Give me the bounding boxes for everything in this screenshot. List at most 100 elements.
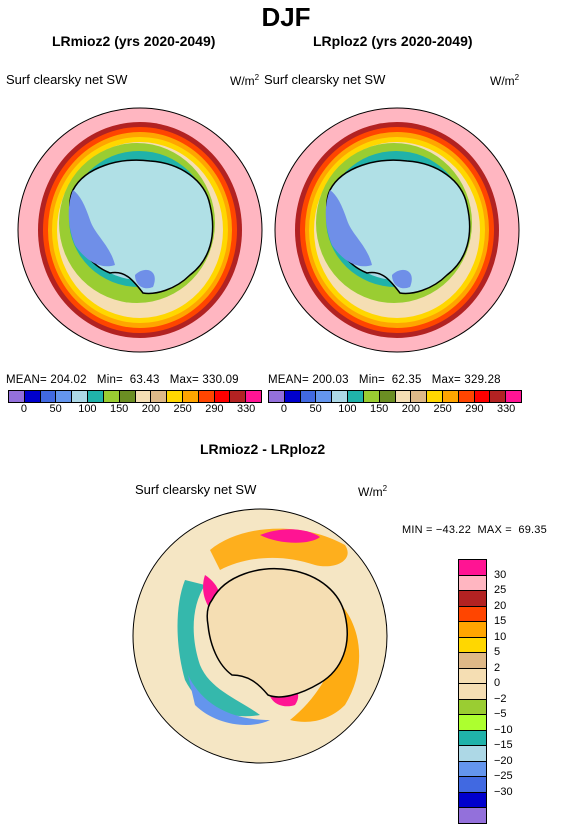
colorbar-ticks: 0 50 100 150 200 250 290 330: [8, 403, 262, 417]
colorbar-swatch: [363, 391, 380, 402]
colorbar-tick-label: 250: [433, 403, 452, 415]
panel2-stats: MEAN= 200.03 Min= 62.35 Max= 329.28: [268, 374, 501, 386]
colorbar-swatch: [246, 391, 261, 402]
ross-region: [68, 190, 115, 267]
diff-colorbar-swatch: [459, 792, 486, 808]
colorbar-swatch: [474, 391, 491, 402]
diff-colorbar-label: 30: [494, 568, 507, 581]
colorbar-tick-label: 200: [141, 403, 161, 415]
ross-region: [325, 190, 372, 267]
colorbar-swatch: [379, 391, 396, 402]
colorbar-swatch: [214, 391, 231, 402]
panel2-map: [274, 107, 520, 353]
colorbar-swatch: [348, 391, 364, 402]
panel1-unit: W/m2: [230, 73, 260, 88]
colorbar-swatch: [119, 391, 136, 402]
colorbar-tick-label: 150: [369, 403, 389, 415]
colorbar-tick-label: 330: [236, 403, 256, 415]
colorbar-swatches: [8, 390, 262, 403]
diff-colorbar-label: −10: [494, 723, 513, 736]
diff-colorbar-label: 0: [494, 677, 501, 689]
panel2-unit: W/m2: [490, 73, 520, 88]
colorbar-swatch: [427, 391, 443, 402]
colorbar-swatch: [135, 391, 152, 402]
colorbar-swatch: [316, 391, 333, 402]
diff-colorbar-swatch: [459, 777, 486, 793]
diff-colorbar-label: 25: [494, 584, 507, 596]
diff-antarctica-land: [206, 568, 348, 698]
figure-title: DJF: [261, 2, 311, 32]
diff-colorbar-swatch: [459, 684, 486, 700]
diff-unit: W/m2: [358, 484, 388, 499]
diff-colorbar-swatch: [459, 730, 486, 746]
diff-colorbar: [458, 559, 487, 824]
colorbar-swatch: [24, 391, 41, 402]
diff-colorbar-swatch: [459, 761, 486, 777]
panel2-variable: Surf clearsky net SW: [264, 72, 386, 87]
panel1-stats: MEAN= 204.02 Min= 63.43 Max= 330.09: [6, 374, 239, 386]
diff-colorbar-swatch: [459, 606, 486, 622]
panel1-colorbar: 0 50 100 150 200 250 290 330: [8, 390, 262, 417]
colorbar-swatch: [506, 391, 521, 402]
colorbar-tick-label: 0: [20, 403, 27, 415]
colorbar-tick-label: 0: [280, 403, 287, 415]
colorbar-swatch: [442, 391, 459, 402]
panel2-title: LRploz2 (yrs 2020-2049): [313, 33, 473, 49]
diff-colorbar-swatch: [459, 622, 486, 638]
panel2-map-fill: [274, 107, 520, 353]
panel1-variable: Surf clearsky net SW: [6, 72, 128, 87]
colorbar-swatch: [103, 391, 120, 402]
anomaly-north-pink: [260, 529, 320, 543]
diff-title: LRmioz2 - LRploz2: [200, 441, 326, 457]
colorbar-swatch: [72, 391, 89, 402]
colorbar-swatch: [151, 391, 168, 402]
anomaly-west-teal: [177, 580, 260, 717]
colorbar-tick-label: 100: [338, 403, 357, 415]
diff-colorbar-label: 10: [494, 630, 507, 643]
colorbar-tick-label: 290: [465, 403, 484, 415]
panel1-map-fill: [17, 107, 263, 353]
diff-colorbar-swatch: [459, 575, 486, 591]
panel2-colorbar: 0 50 100 150 200 250 290 330: [268, 390, 522, 417]
colorbar-tick-label: 100: [78, 403, 97, 415]
diff-colorbar-swatch: [459, 668, 486, 684]
diff-colorbar-label: 20: [494, 599, 507, 612]
colorbar-swatch: [490, 391, 507, 402]
colorbar-tick-label: 150: [109, 403, 129, 415]
colorbar-swatch: [269, 391, 285, 402]
colorbar-swatch: [198, 391, 215, 402]
colorbar-swatch: [411, 391, 428, 402]
diff-colorbar-swatch: [459, 653, 486, 669]
colorbar-swatch: [9, 391, 25, 402]
diff-colorbar-label: −30: [494, 785, 513, 798]
colorbar-ticks: 0 50 100 150 200 250 290 330: [268, 403, 522, 417]
anomaly-southwest-blue: [188, 675, 270, 725]
colorbar-tick-label: 50: [309, 403, 322, 415]
colorbar-tick-label: 200: [401, 403, 421, 415]
diff-colorbar-swatch: [459, 699, 486, 715]
colorbar-swatch: [167, 391, 183, 402]
diff-colorbar-swatch: [459, 746, 486, 762]
panel1-title: LRmioz2 (yrs 2020-2049): [52, 33, 216, 49]
diff-colorbar-label: −5: [494, 708, 507, 720]
panel1-map: [17, 107, 263, 353]
diff-map: [132, 508, 388, 764]
diff-colorbar-label: −20: [494, 754, 513, 767]
colorbar-swatches: [268, 390, 522, 403]
colorbar-swatch: [56, 391, 73, 402]
colorbar-tick-label: 50: [49, 403, 62, 415]
colorbar-tick-label: 290: [205, 403, 224, 415]
colorbar-swatch: [300, 391, 317, 402]
weddell-region: [392, 269, 412, 289]
diff-minmax: MIN = −43.22 MAX = 69.35: [402, 524, 547, 536]
diff-colorbar-swatch: [459, 560, 486, 576]
colorbar-swatch: [284, 391, 301, 402]
diff-colorbar-swatch: [459, 591, 486, 607]
colorbar-swatch: [458, 391, 475, 402]
diff-variable: Surf clearsky net SW: [135, 482, 257, 497]
colorbar-swatch: [332, 391, 349, 402]
colorbar-swatch: [88, 391, 104, 402]
diff-colorbar-swatch: [459, 637, 486, 653]
weddell-region: [135, 269, 155, 289]
diff-colorbar-label: −25: [494, 770, 513, 782]
